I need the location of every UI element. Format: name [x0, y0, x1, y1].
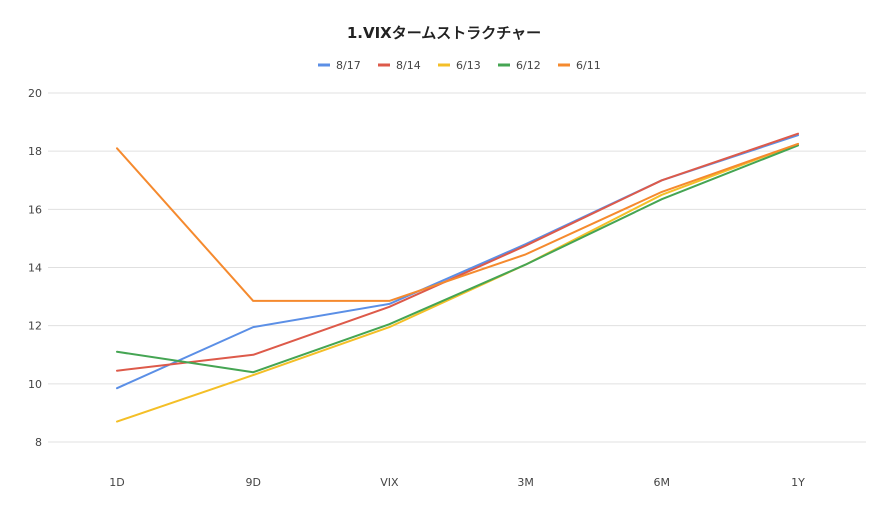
x-tick-label: 6M [654, 476, 671, 489]
series-line-6/12 [116, 144, 799, 374]
legend: 8/17 8/14 6/13 6/12 6/11 [318, 59, 601, 72]
series-line-6/11 [116, 142, 799, 302]
legend-label: 8/17 [336, 59, 361, 72]
y-tick-label: 10 [28, 378, 42, 391]
y-tick-label: 18 [28, 145, 42, 158]
x-tick-label: 1D [109, 476, 124, 489]
y-tick-label: 16 [28, 203, 42, 216]
legend-label: 8/14 [396, 59, 421, 72]
x-tick-label: VIX [380, 476, 399, 489]
series-line-8/14 [116, 132, 799, 372]
legend-label: 6/13 [456, 59, 481, 72]
y-tick-label: 8 [35, 436, 42, 449]
x-tick-label: 1Y [791, 476, 805, 489]
y-tick-label: 12 [28, 320, 42, 333]
series-line-6/13 [116, 142, 799, 423]
x-tick-label: 3M [517, 476, 534, 489]
y-tick-label: 20 [28, 87, 42, 100]
chart-title: 1.VIXタームストラクチャー [347, 24, 541, 42]
legend-label: 6/11 [576, 59, 601, 72]
x-axis-ticks: 1D 9D VIX 3M 6M 1Y [109, 476, 805, 489]
gridlines [48, 92, 866, 443]
y-axis-ticks: 8 10 12 14 16 18 20 [28, 87, 42, 449]
series-lines [116, 132, 799, 423]
y-tick-label: 14 [28, 262, 42, 275]
legend-label: 6/12 [516, 59, 541, 72]
x-tick-label: 9D [245, 476, 260, 489]
